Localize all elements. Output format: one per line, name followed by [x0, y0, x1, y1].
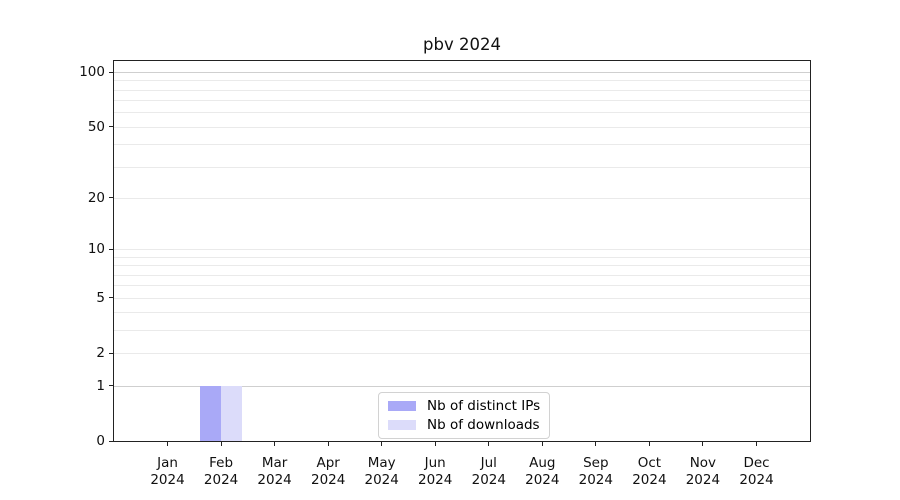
y-tick-mark-0: [109, 440, 113, 442]
x-tick-mark-jun: [434, 442, 436, 446]
gridline-y-2: [114, 353, 810, 355]
x-tick-label-mar: Mar 2024: [243, 455, 307, 488]
gridline-y-6: [114, 285, 810, 287]
y-tick-mark-10: [109, 248, 113, 250]
x-tick-label-aug: Aug 2024: [510, 455, 574, 488]
x-tick-year: 2024: [203, 471, 239, 488]
x-tick-month: Mar: [261, 455, 288, 471]
x-tick-mark-aug: [541, 442, 543, 446]
x-tick-month: Oct: [637, 455, 662, 471]
x-tick-year: 2024: [632, 471, 667, 488]
y-tick-mark-50: [109, 126, 113, 128]
y-tick-mark-20: [109, 197, 113, 199]
legend-swatch-1: [388, 401, 416, 411]
x-tick-mark-jul: [488, 442, 490, 446]
x-tick-month: May: [367, 455, 396, 471]
x-tick-year: 2024: [257, 471, 292, 488]
x-tick-label-dec: Dec 2024: [725, 455, 789, 488]
x-tick-label-sep: Sep 2024: [564, 455, 628, 488]
x-tick-month: Jan: [157, 455, 178, 471]
bar-nb-of-downloads-feb: [221, 385, 243, 441]
x-tick-mark-oct: [648, 442, 650, 446]
x-tick-month: Dec: [743, 455, 770, 471]
gridline-y-30: [114, 166, 810, 168]
legend-swatch-2: [388, 420, 416, 430]
gridline-y-10: [114, 249, 810, 251]
x-tick-mark-sep: [595, 442, 597, 446]
x-tick-mark-jan: [167, 442, 168, 446]
chart-title: pbv 2024: [423, 35, 501, 54]
y-tick-label-2: 2: [96, 345, 105, 362]
x-tick-label-feb: Feb 2024: [189, 455, 253, 488]
x-tick-label-oct: Oct 2024: [617, 455, 681, 488]
x-tick-month: Jun: [424, 455, 446, 471]
x-tick-year: 2024: [471, 471, 506, 488]
x-tick-label-apr: Apr 2024: [296, 455, 360, 488]
x-tick-year: 2024: [364, 471, 399, 488]
x-tick-month: Apr: [316, 455, 340, 471]
x-tick-year: 2024: [578, 471, 613, 488]
x-tick-label-jun: Jun 2024: [403, 455, 467, 488]
y-tick-mark-5: [109, 297, 113, 299]
gridline-y-1: [114, 385, 810, 387]
x-tick-label-jul: Jul 2024: [457, 455, 521, 488]
x-tick-mark-mar: [274, 442, 276, 446]
y-tick-label-20: 20: [87, 189, 105, 206]
x-tick-month: Aug: [529, 455, 556, 471]
y-tick-label-0: 0: [96, 433, 105, 449]
gridline-y-90: [114, 80, 810, 82]
x-tick-year: 2024: [739, 471, 774, 488]
y-tick-mark-2: [109, 352, 113, 354]
legend: Nb of distinct IPs Nb of downloads: [378, 392, 551, 439]
legend-item-2: Nb of downloads: [388, 416, 540, 434]
x-tick-month: Nov: [689, 455, 717, 471]
gridline-y-40: [114, 144, 810, 146]
gridline-y-7: [114, 274, 810, 276]
y-tick-label-100: 100: [79, 64, 105, 81]
x-tick-label-nov: Nov 2024: [671, 455, 735, 488]
x-tick-year: 2024: [150, 471, 185, 488]
x-tick-mark-apr: [327, 442, 329, 446]
legend-item-1: Nb of distinct IPs: [388, 397, 540, 415]
legend-label-2: Nb of downloads: [427, 417, 540, 433]
x-tick-year: 2024: [418, 471, 453, 488]
bar-nb-of-distinct-ips-feb: [200, 385, 222, 441]
y-tick-mark-100: [109, 71, 113, 73]
x-tick-year: 2024: [311, 471, 346, 488]
x-tick-month: Feb: [209, 455, 234, 471]
x-tick-mark-feb: [220, 442, 222, 446]
x-tick-month: Jul: [480, 455, 497, 471]
gridline-y-3: [114, 330, 810, 332]
legend-label-1: Nb of distinct IPs: [427, 398, 541, 414]
x-tick-mark-dec: [756, 442, 757, 446]
gridline-y-9: [114, 256, 810, 258]
plot-area: [113, 60, 811, 442]
x-tick-label-may: May 2024: [350, 455, 414, 488]
y-tick-label-10: 10: [87, 241, 105, 258]
x-tick-year: 2024: [525, 471, 560, 488]
gridline-y-8: [114, 265, 810, 267]
x-tick-year: 2024: [685, 471, 721, 488]
y-tick-label-1: 1: [96, 377, 105, 394]
x-tick-mark-may: [381, 442, 383, 446]
y-tick-label-5: 5: [96, 289, 105, 306]
y-tick-mark-1: [109, 385, 113, 387]
x-tick-mark-nov: [702, 442, 704, 446]
gridline-y-70: [114, 100, 810, 102]
gridline-y-100: [114, 72, 810, 74]
gridline-y-20: [114, 197, 810, 199]
x-tick-month: Sep: [583, 455, 609, 471]
gridline-y-50: [114, 126, 810, 128]
y-tick-label-50: 50: [87, 118, 105, 135]
gridline-y-80: [114, 89, 810, 91]
x-tick-label-jan: Jan 2024: [136, 455, 200, 488]
gridline-y-60: [114, 112, 810, 114]
gridline-y-5: [114, 297, 810, 299]
gridline-y-4: [114, 312, 810, 314]
